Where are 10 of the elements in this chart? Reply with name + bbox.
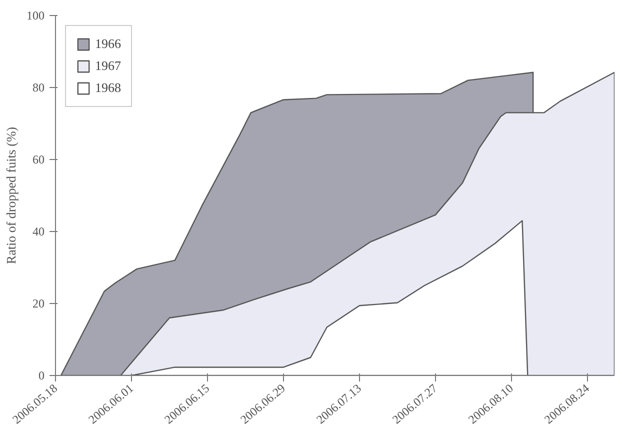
legend-label: 1966	[95, 36, 121, 52]
y-tick-label: 80	[32, 80, 44, 94]
y-tick-label: 20	[32, 296, 44, 310]
y-tick-label: 60	[32, 152, 44, 166]
y-tick-label: 40	[32, 224, 44, 238]
y-tick-label: 100	[26, 8, 44, 22]
legend-label: 1968	[95, 80, 121, 96]
y-axis-title: Ratio of dropped fuits (%)	[4, 126, 18, 264]
legend-label: 1967	[95, 58, 121, 74]
y-tick-label: 0	[38, 368, 44, 382]
